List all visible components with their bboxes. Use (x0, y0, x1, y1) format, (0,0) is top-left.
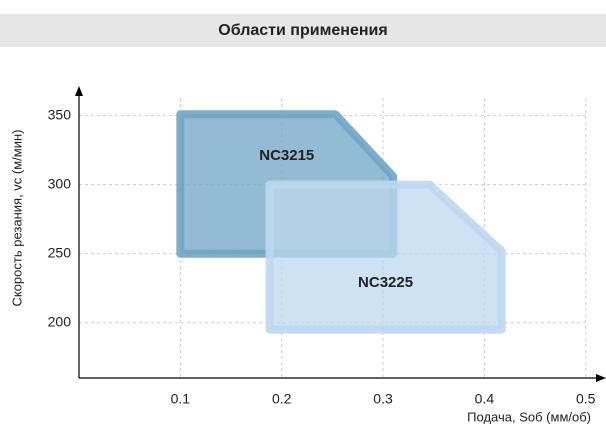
chart-title: Области применения (218, 22, 387, 39)
y-axis-arrow (75, 86, 83, 96)
y-tick-label: 350 (48, 106, 72, 122)
x-tick-label: 0.1 (171, 391, 191, 407)
x-axis-label: Подача, Sоб (мм/об) (467, 409, 591, 424)
x-tick-label: 0.2 (272, 391, 292, 407)
y-axis-label: Скорость резания, vc (м/мин) (9, 129, 24, 306)
y-tick-label: 250 (48, 244, 72, 260)
x-tick-label: 0.3 (373, 391, 393, 407)
region-label: NC3225 (358, 274, 413, 291)
x-tick-label: 0.5 (576, 391, 596, 407)
header-bar (0, 14, 606, 47)
x-axis-arrow (596, 374, 606, 382)
y-tick-label: 300 (48, 175, 72, 191)
region (265, 180, 506, 334)
x-tick-label: 0.4 (475, 391, 495, 407)
region-label: NC3215 (259, 147, 314, 164)
y-tick-label: 200 (48, 313, 72, 329)
